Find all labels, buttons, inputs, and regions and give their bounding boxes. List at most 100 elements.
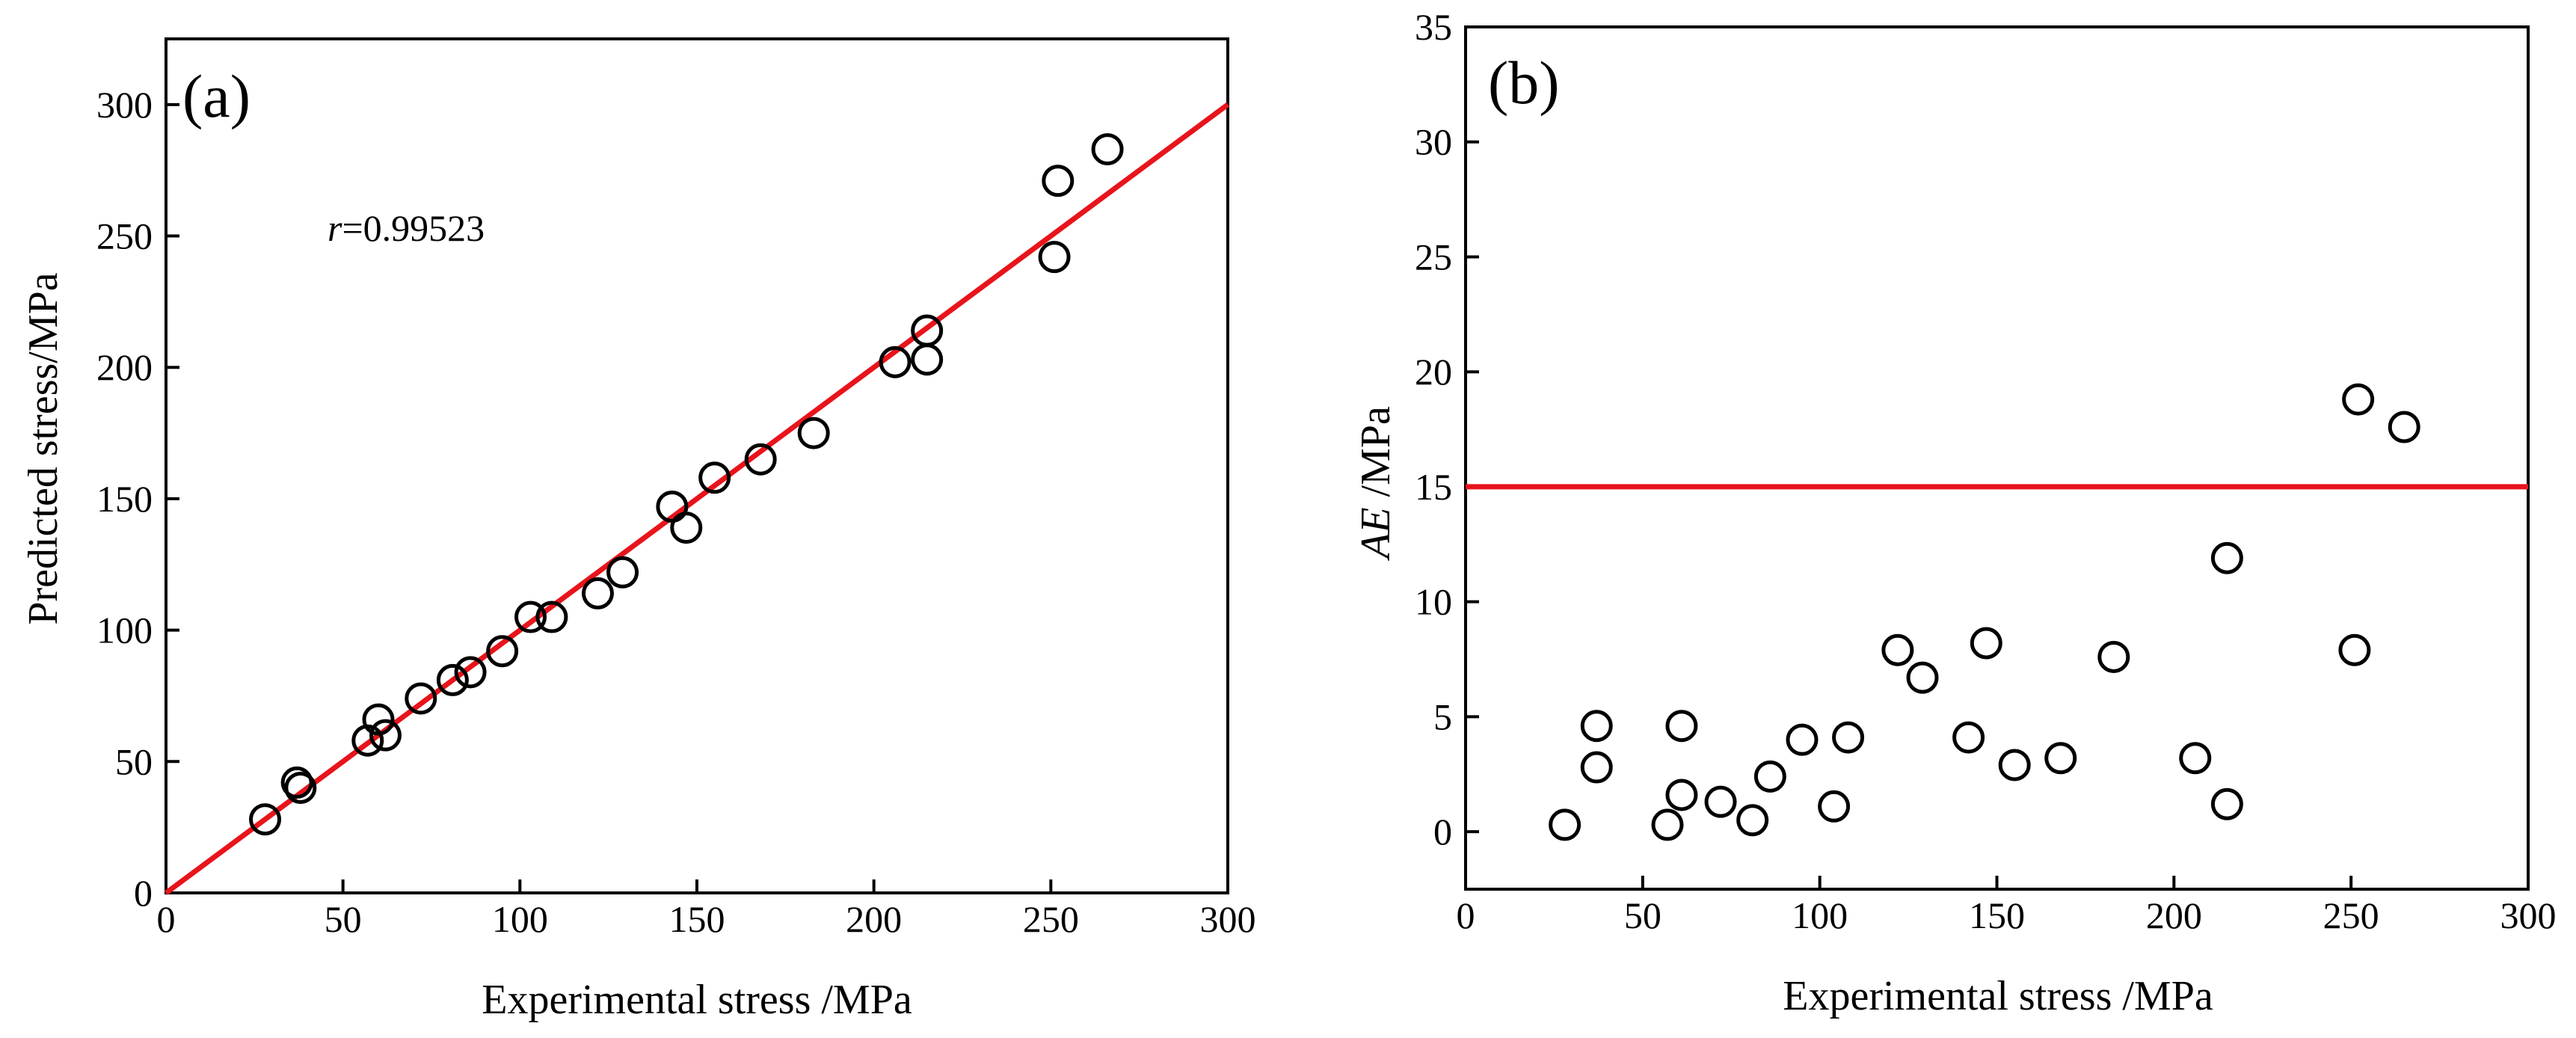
panel-a-y-axis-title: Predicted stress/MPa — [20, 272, 67, 624]
a-data-point — [670, 512, 703, 544]
a-data-point — [911, 343, 944, 376]
a-data-point — [405, 682, 437, 715]
b-data-point — [1998, 749, 2031, 781]
b-x-tick-label: 100 — [1792, 894, 1848, 936]
b-x-tick-label: 250 — [2323, 894, 2379, 936]
b-data-point — [1736, 804, 1769, 837]
b-y-tick-label: 0 — [1433, 811, 1452, 853]
b-data-point — [1580, 710, 1613, 743]
a-y-tick-label: 250 — [96, 215, 153, 257]
a-data-point — [911, 314, 944, 347]
a-data-point — [280, 766, 313, 799]
panel-a-x-tick-labels: 0 50 100 150 200 250 300 — [157, 898, 1256, 940]
ae-symbol: AE — [1353, 507, 1399, 561]
b-data-point — [1952, 721, 1985, 754]
b-data-point — [1818, 790, 1851, 823]
b-data-point — [2338, 633, 2371, 666]
a-y-tick-label: 0 — [134, 872, 153, 914]
a-data-point — [486, 635, 519, 668]
a-data-point — [1042, 165, 1075, 197]
b-data-point — [1651, 808, 1684, 841]
a-data-point — [1038, 241, 1071, 274]
a-data-point — [698, 461, 731, 494]
b-data-point — [2097, 640, 2130, 673]
panel-a-ticks — [165, 102, 1229, 894]
a-data-point — [744, 443, 777, 476]
r-value: =0.99523 — [342, 207, 485, 249]
b-data-point — [1786, 723, 1819, 756]
b-y-tick-label: 20 — [1415, 351, 1452, 393]
b-data-point — [2342, 383, 2375, 416]
a-x-tick-label: 150 — [669, 898, 725, 940]
panel-a-plot-frame — [165, 37, 1229, 894]
panel-b-y-axis-title: AE /MPa — [1353, 406, 1399, 562]
r-symbol: r — [328, 207, 342, 249]
panel-a-reference-line — [164, 102, 1230, 895]
panel-b-label: (b) — [1488, 49, 1560, 117]
panel-b-x-tick-labels: 0 50 100 150 200 250 300 — [1457, 894, 2557, 936]
panel-a-data-points — [249, 133, 1124, 836]
a-data-point — [535, 601, 568, 633]
b-y-tick-label: 5 — [1433, 695, 1452, 737]
panel-b-y-tick-labels: 0 5 10 15 20 25 30 35 — [1415, 6, 1452, 853]
panel-a-y-tick-labels: 0 50 100 150 200 250 300 — [96, 84, 153, 914]
panel-a-r-annotation: r=0.99523 — [328, 207, 485, 249]
b-data-point — [2044, 742, 2077, 775]
a-data-point — [249, 803, 282, 836]
b-data-point — [2210, 541, 2243, 574]
a-data-point — [362, 703, 395, 736]
b-data-point — [1665, 778, 1698, 811]
panel-b-data-points — [1549, 383, 2420, 841]
a-y-tick-label: 200 — [96, 346, 153, 388]
a-data-point — [369, 719, 402, 752]
a-data-point — [436, 663, 469, 696]
a-x-tick-label: 0 — [157, 898, 176, 940]
a-data-point — [514, 601, 547, 633]
b-data-point — [1665, 710, 1698, 743]
panel-a-chart: 0 50 100 150 200 250 300 0 50 100 150 200 250 300 (a… — [20, 37, 1256, 1023]
a-data-point — [454, 656, 487, 689]
b-data-point — [2210, 787, 2243, 820]
b-data-point — [1832, 721, 1865, 754]
b-data-point — [2179, 742, 2212, 775]
b-data-point — [1881, 633, 1914, 666]
b-x-tick-label: 0 — [1457, 894, 1475, 936]
a-x-tick-label: 300 — [1200, 898, 1256, 940]
a-x-tick-label: 50 — [325, 898, 362, 940]
a-y-tick-label: 50 — [115, 740, 153, 782]
panel-b-ticks — [1464, 25, 2530, 889]
b-data-point — [2388, 411, 2420, 443]
panel-b-chart: 0 50 100 150 200 250 300 0 5 10 15 20 25 30 35 (b) Ex… — [1353, 6, 2557, 1019]
b-x-tick-label: 150 — [1969, 894, 2025, 936]
a-data-point — [797, 417, 830, 449]
b-y-tick-label: 15 — [1415, 466, 1452, 508]
panel-a-label: (a) — [182, 62, 250, 130]
b-data-point — [1970, 627, 2002, 660]
a-y-tick-label: 150 — [96, 478, 153, 520]
b-y-tick-label: 35 — [1415, 6, 1452, 48]
b-data-point — [1549, 808, 1581, 841]
b-data-point — [1580, 751, 1613, 784]
b-data-point — [1704, 785, 1737, 818]
a-x-tick-label: 200 — [846, 898, 902, 940]
b-data-point — [1906, 661, 1939, 694]
b-y-tick-label: 10 — [1415, 581, 1452, 623]
a-data-point — [284, 771, 317, 804]
panel-b-plot-frame — [1464, 25, 2530, 891]
panel-a-x-axis-title: Experimental stress /MPa — [482, 977, 912, 1023]
a-x-tick-label: 250 — [1023, 898, 1079, 940]
a-data-point — [606, 556, 639, 589]
b-y-tick-label: 30 — [1415, 121, 1452, 163]
a-data-point — [1091, 133, 1124, 166]
a-y-tick-label: 100 — [96, 609, 153, 651]
a-data-point — [581, 577, 614, 609]
b-x-tick-label: 300 — [2500, 894, 2557, 936]
b-y-tick-label: 25 — [1415, 236, 1452, 277]
ae-unit: /MPa — [1353, 406, 1399, 507]
a-y-tick-label: 300 — [96, 84, 153, 126]
a-x-tick-label: 100 — [492, 898, 548, 940]
a-data-point — [879, 346, 912, 378]
b-x-tick-label: 50 — [1624, 894, 1662, 936]
b-data-point — [1753, 760, 1786, 793]
